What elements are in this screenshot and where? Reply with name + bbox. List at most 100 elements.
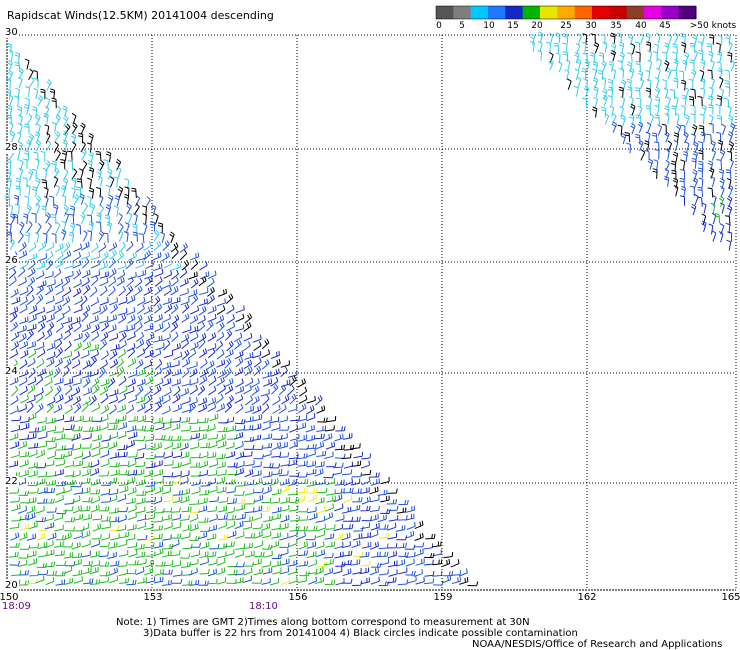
wind-barb [317, 487, 328, 494]
wind-barb [38, 253, 48, 262]
wind-barb [207, 343, 217, 352]
wind-barb [297, 378, 306, 388]
wind-barb [317, 561, 328, 568]
wind-barb [100, 449, 110, 458]
wind-barb [43, 187, 49, 199]
wind-barb [646, 121, 652, 134]
wind-barb [601, 106, 607, 118]
wind-barb [153, 385, 162, 396]
wind-barb [179, 514, 190, 521]
wind-barb [216, 486, 227, 494]
wind-barb [271, 506, 282, 514]
wind-barb [252, 414, 263, 422]
wind-barb [28, 305, 38, 315]
legend-color-swatch [592, 6, 610, 19]
wind-barb [190, 542, 201, 548]
wind-barb [636, 97, 642, 109]
legend-color-swatch [540, 6, 558, 19]
wind-barb [529, 33, 536, 46]
wind-barb [307, 488, 318, 494]
wind-barb [82, 567, 92, 575]
wind-barb [36, 284, 44, 296]
wind-barb [28, 558, 38, 566]
wind-barb [82, 377, 91, 388]
lon-label-156: 156 [288, 592, 308, 603]
wind-barb [137, 414, 147, 423]
wind-barb [108, 507, 119, 514]
wind-barb [68, 213, 75, 225]
wind-barb [244, 499, 256, 505]
wind-barb [36, 449, 46, 459]
wind-barb [189, 384, 199, 395]
wind-barb [34, 158, 40, 170]
wind-barb [278, 415, 288, 423]
wind-barb [325, 441, 336, 450]
wind-barb [431, 541, 442, 548]
wind-barb [726, 239, 732, 251]
wind-barb [450, 570, 462, 576]
wind-barb [208, 514, 218, 523]
wind-barb [72, 559, 82, 566]
wind-barb [14, 52, 21, 63]
wind-barb [190, 432, 200, 440]
wind-barb [181, 506, 192, 513]
wind-barb [41, 179, 48, 190]
wind-barb [27, 323, 37, 332]
wind-barb [343, 487, 354, 494]
wind-barb [80, 251, 90, 260]
wind-barb [288, 505, 299, 512]
wind-barb [10, 321, 19, 332]
wind-barb [117, 561, 128, 567]
wind-barb [305, 434, 316, 442]
wind-barb [27, 169, 34, 181]
legend-label-25: 25 [560, 21, 572, 31]
wind-barb [306, 443, 317, 449]
wind-barb [287, 479, 297, 487]
wind-barb [716, 115, 723, 126]
wind-barb [333, 494, 343, 503]
wind-barb [19, 286, 29, 296]
wind-barb [697, 167, 703, 178]
wind-barb [73, 451, 84, 460]
wind-barbs [4, 31, 736, 587]
wind-barb [644, 140, 650, 152]
wind-barb [326, 489, 336, 496]
wind-barb [279, 567, 289, 575]
wind-barb [108, 268, 117, 279]
wind-barb [297, 422, 307, 431]
wind-barb [7, 104, 13, 116]
wind-barb [278, 425, 290, 431]
wind-barb [699, 69, 705, 82]
wind-barb [8, 551, 19, 558]
wind-barb [109, 575, 119, 584]
wind-barb [352, 551, 364, 557]
wind-barb [727, 131, 734, 143]
wind-barb [216, 577, 227, 585]
wind-barb [296, 531, 306, 540]
wind-barb [191, 487, 201, 495]
legend-color-swatch [453, 6, 472, 19]
wind-barb [217, 369, 227, 379]
wind-barb [145, 497, 157, 503]
wind-barb [307, 506, 317, 514]
wind-barb [28, 367, 36, 379]
wind-barb [125, 221, 130, 234]
wind-barb [360, 522, 370, 530]
wind-barb [28, 348, 37, 359]
wind-barb [334, 453, 346, 459]
wind-barb [582, 33, 588, 44]
wind-barb [235, 424, 246, 432]
wind-barb [334, 479, 345, 486]
wind-barb [163, 480, 174, 487]
wind-barb [208, 496, 219, 503]
wind-barb [26, 550, 37, 558]
wind-barb [55, 149, 61, 162]
wind-barb [324, 559, 334, 566]
wind-barb [225, 548, 235, 557]
wind-barb [234, 550, 244, 558]
wind-barb [109, 525, 120, 532]
wind-barb [107, 477, 118, 485]
wind-barb [54, 414, 65, 422]
wind-barb [602, 94, 608, 107]
wind-barb [545, 41, 551, 53]
